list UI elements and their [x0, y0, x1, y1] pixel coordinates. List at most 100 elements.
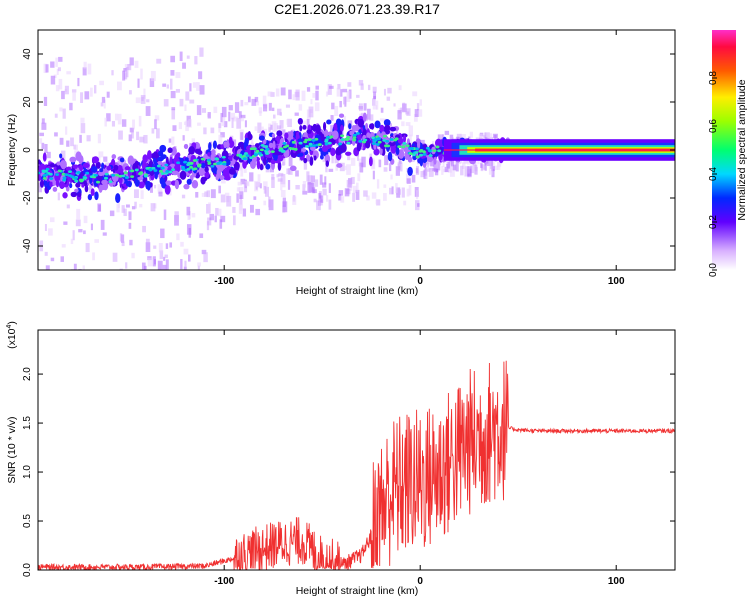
spectrogram-noise-mark — [350, 176, 355, 185]
spectrogram-band-mark — [49, 163, 56, 168]
spectrogram-noise-mark — [409, 134, 412, 145]
spectrogram-band-mark — [90, 188, 95, 197]
spectrogram-noise-mark — [72, 230, 75, 241]
spectrogram-noise-mark — [286, 168, 291, 175]
spectrogram-noise-mark — [215, 207, 219, 216]
spectrogram-noise-mark — [58, 56, 63, 62]
spectrogram-noise-mark — [359, 162, 364, 173]
spectrogram-noise-mark — [197, 265, 200, 270]
spectrogram-band-mark — [62, 192, 68, 199]
spectrogram-noise-mark — [242, 208, 247, 217]
spectrogram-noise-mark — [163, 99, 169, 107]
snr-y-multiplier-base: (x10 — [6, 328, 18, 349]
spectrogram-noise-mark — [153, 245, 157, 249]
spectrogram-ticks: -100 0 100 -40 -20 0 20 40 — [22, 30, 675, 287]
spectrogram-noise-mark — [341, 127, 344, 136]
colorbar-label: Normalized spectral amplitude — [736, 79, 748, 220]
spectrogram-noise-mark — [66, 140, 70, 147]
spectrogram-noise-mark — [254, 126, 258, 131]
spectrogram-band-mark — [309, 156, 314, 166]
spectrogram-core-mark — [197, 163, 202, 167]
spectrogram-core-mark — [62, 176, 67, 180]
spectrogram-band-mark — [271, 133, 276, 139]
spectrogram-core-mark — [123, 171, 128, 175]
spectrogram-band-mark — [59, 153, 63, 159]
spectrogram-noise-mark — [169, 78, 173, 90]
spectrogram-core-mark — [104, 172, 109, 176]
spectrogram-noise-mark — [218, 134, 223, 145]
spectrogram-band-mark — [362, 112, 367, 122]
spectrogram-noise-mark — [469, 131, 474, 138]
spectrogram-noise-mark — [238, 111, 242, 119]
spectrogram-core-mark — [64, 173, 69, 177]
spectrogram-noise-mark — [307, 175, 313, 185]
spectrogram-core-mark — [376, 137, 381, 140]
spectrogram-band-mark — [284, 132, 289, 139]
spectrogram-core-mark — [382, 134, 387, 138]
spectrogram-noise-mark — [375, 199, 378, 205]
spectrogram-band-mark — [196, 142, 201, 150]
spectrogram-noise-mark — [240, 178, 246, 185]
spectrogram-noise-mark — [164, 254, 168, 258]
spectrogram-noise-mark — [344, 188, 350, 197]
spectrogram-noise-mark — [347, 184, 353, 191]
spectrogram-noise-mark — [497, 162, 501, 170]
spectrogram-noise-mark — [372, 158, 375, 169]
spectrogram-core-mark — [265, 147, 270, 151]
spectrogram-noise-mark — [97, 203, 102, 212]
snr-y-tick-label: 2.0 — [22, 367, 33, 381]
spectrogram-band-mark — [388, 140, 396, 147]
spectrogram-band-mark — [321, 145, 329, 153]
snr-y-tick-label: 1.0 — [22, 465, 33, 479]
spectrogram-core-mark — [222, 162, 227, 166]
spectrogram-core-mark — [130, 175, 135, 179]
spectrogram-noise-mark — [395, 183, 398, 193]
spectrogram-noise-mark — [199, 47, 204, 57]
spectrogram-band-mark — [82, 162, 90, 168]
spectrogram-noise-mark — [151, 128, 155, 134]
spectrogram-core-mark — [186, 167, 191, 171]
spectrogram-noise-mark — [456, 133, 462, 143]
spectrogram-noise-mark — [334, 155, 339, 164]
spectrogram-noise-mark — [281, 129, 286, 137]
spectrogram-band-mark — [383, 119, 391, 127]
spectrogram-noise-mark — [271, 174, 275, 180]
spectrogram-noise-mark — [472, 166, 476, 171]
spectrogram-band-mark — [69, 156, 77, 163]
spectrogram-noise-mark — [167, 273, 170, 278]
spectrogram-noise-mark — [111, 120, 116, 127]
spectrogram-band-mark — [369, 156, 373, 167]
spectrogram-noise-mark — [170, 70, 175, 76]
spectrogram-noise-mark — [169, 242, 173, 248]
spectrogram-noise-mark — [432, 168, 437, 172]
spectrogram-core-mark — [425, 146, 430, 150]
spectrogram-noise-mark — [128, 222, 132, 229]
spectrogram-noise-mark — [444, 130, 450, 135]
spectrogram-noise-mark — [240, 114, 246, 119]
spectrogram-band-mark — [340, 125, 344, 132]
spectrogram-noise-mark — [210, 189, 216, 199]
spectrogram-noise-mark — [54, 132, 58, 137]
spectrogram-noise-mark — [423, 169, 426, 179]
spectrogram-core-mark — [160, 172, 165, 175]
spectrogram-noise-mark — [279, 112, 282, 116]
spectrogram-band-mark — [233, 161, 240, 171]
spectrogram-noise-mark — [117, 200, 120, 209]
spectrogram-noise-mark — [292, 94, 296, 101]
spectrogram-core-mark — [79, 179, 84, 183]
spectrogram-band-mark — [208, 142, 212, 151]
spectrogram-core-mark — [338, 142, 343, 146]
spectrogram-noise-mark — [123, 68, 127, 72]
spectrogram-noise-mark — [63, 221, 68, 225]
spectrogram-core-mark — [181, 167, 186, 171]
spectrogram-noise-mark — [183, 266, 187, 270]
spectrogram-noise-mark — [259, 183, 262, 189]
spectrogram-noise-mark — [229, 147, 234, 156]
spectrogram-noise-mark — [143, 88, 146, 99]
spectrogram-noise-mark — [181, 194, 186, 199]
spectrogram-noise-mark — [240, 132, 244, 141]
spectrogram-band-mark — [89, 176, 93, 184]
spectrogram-band-mark — [272, 140, 276, 150]
spectrogram-noise-mark — [470, 165, 475, 174]
spectrogram-band-mark — [297, 146, 302, 153]
